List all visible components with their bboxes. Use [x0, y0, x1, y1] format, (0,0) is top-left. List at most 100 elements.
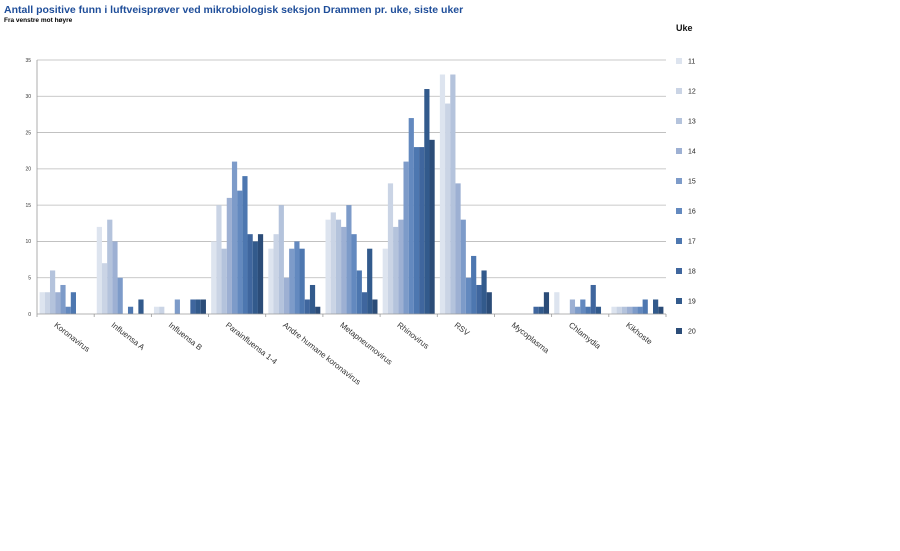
axes: 0 5 10 15 20 25 30 35 Koronavirus Influensa A Infl… — [25, 58, 667, 387]
legend-swatch — [676, 118, 682, 124]
y-tick-label: 0 — [28, 312, 31, 318]
bar-week-14 — [112, 241, 118, 314]
y-tick-label: 15 — [25, 203, 31, 209]
legend-label: 16 — [688, 209, 696, 216]
bar-week-18 — [419, 147, 425, 314]
bar-week-17 — [642, 299, 648, 314]
bar-week-20 — [543, 292, 550, 314]
bar-week-11 — [325, 219, 331, 314]
bar-week-15 — [289, 248, 295, 314]
chart-subtitle: Fra venstre mot høyre — [4, 17, 73, 24]
bar-week-11 — [211, 241, 217, 314]
x-category-label: Koronavirus — [52, 320, 91, 353]
bar-week-12 — [101, 263, 108, 314]
bar-week-16 — [408, 118, 414, 314]
bar-week-13 — [621, 306, 628, 314]
bar-week-12 — [216, 205, 222, 314]
legend-title: Uke — [676, 23, 693, 33]
bar-week-20 — [200, 299, 206, 314]
bar-week-17 — [299, 248, 305, 314]
bar-week-18 — [533, 306, 539, 314]
bar-week-13 — [107, 219, 113, 314]
x-category-label: RSV — [453, 320, 472, 338]
bar-week-16 — [65, 306, 71, 314]
x-category-label: Parainfluensa 1-4 — [224, 320, 279, 366]
bar-week-15 — [575, 306, 581, 314]
legend-label: 20 — [688, 329, 696, 336]
bar-week-11 — [554, 292, 560, 314]
bar-week-11 — [39, 292, 45, 314]
bar-week-12 — [330, 212, 336, 314]
bar-week-17 — [242, 176, 248, 314]
bar-week-20 — [257, 234, 264, 314]
bar-week-14 — [226, 197, 232, 314]
y-tick-label: 35 — [25, 58, 31, 64]
bar-week-11 — [382, 248, 388, 314]
bar-week-14 — [283, 277, 290, 314]
bar-week-13 — [278, 205, 284, 314]
bar-week-15 — [60, 284, 66, 314]
y-tick-label: 10 — [25, 239, 31, 245]
legend-swatch — [676, 238, 682, 244]
bar-week-17 — [356, 270, 362, 314]
legend-label: 19 — [688, 299, 696, 306]
chart-title: Antall positive funn i luftveisprøver ve… — [4, 4, 464, 16]
legend-swatch — [676, 298, 682, 304]
bar-week-15 — [632, 306, 638, 314]
legend-label: 11 — [688, 59, 695, 66]
bar-week-20 — [486, 292, 492, 314]
legend-label: 14 — [688, 149, 696, 156]
bar-week-20 — [315, 306, 321, 314]
legend-label: 17 — [688, 239, 696, 246]
bar-week-17 — [70, 292, 76, 314]
bar-week-19 — [138, 299, 144, 314]
bars — [39, 74, 664, 314]
bar-week-12 — [44, 292, 50, 314]
bar-week-19 — [195, 299, 201, 314]
bar-week-16 — [351, 234, 357, 314]
bar-week-18 — [247, 234, 253, 314]
bar-week-17 — [585, 306, 591, 314]
bar-week-15 — [174, 299, 180, 314]
bar-week-20 — [372, 299, 378, 314]
bar-week-20 — [429, 139, 435, 314]
legend-swatch — [676, 178, 682, 184]
bar-week-19 — [252, 241, 258, 314]
legend-swatch — [676, 148, 682, 154]
bar-week-11 — [96, 226, 102, 314]
y-tick-label: 20 — [25, 167, 31, 173]
legend: Uke 11 12 13 14 15 16 17 18 19 20 — [676, 23, 696, 336]
bar-week-14 — [398, 219, 404, 314]
bar-week-13 — [335, 219, 342, 314]
bar-week-20 — [658, 306, 664, 314]
bar-week-16 — [580, 299, 586, 314]
bar-week-12 — [387, 183, 394, 314]
legend-swatch — [676, 58, 682, 64]
bar-week-16 — [237, 190, 243, 314]
bar-week-14 — [627, 306, 633, 314]
y-tick-label: 30 — [25, 94, 31, 100]
bar-week-19 — [309, 284, 316, 314]
bar-week-18 — [304, 299, 310, 314]
bar-week-18 — [361, 292, 368, 314]
legend-label: 18 — [688, 269, 696, 276]
bar-week-13 — [393, 226, 399, 314]
legend-label: 12 — [688, 89, 696, 96]
legend-swatch — [676, 268, 682, 274]
bar-week-12 — [273, 234, 279, 314]
bar-week-15 — [346, 205, 352, 314]
bar-week-19 — [595, 306, 602, 314]
x-category-label: Kikhoste — [624, 320, 654, 346]
bar-week-18 — [590, 284, 596, 314]
bar-week-15 — [403, 161, 409, 314]
x-category-label: Rhinovirus — [395, 320, 430, 350]
bar-week-14 — [569, 299, 576, 314]
bar-week-17 — [413, 147, 420, 314]
x-category-label: Influensa A — [110, 320, 147, 352]
bar-week-18 — [190, 299, 196, 314]
bar-week-17 — [127, 306, 134, 314]
bar-week-13 — [49, 270, 56, 314]
bar-week-15 — [231, 161, 238, 314]
bar-week-13 — [221, 248, 227, 314]
